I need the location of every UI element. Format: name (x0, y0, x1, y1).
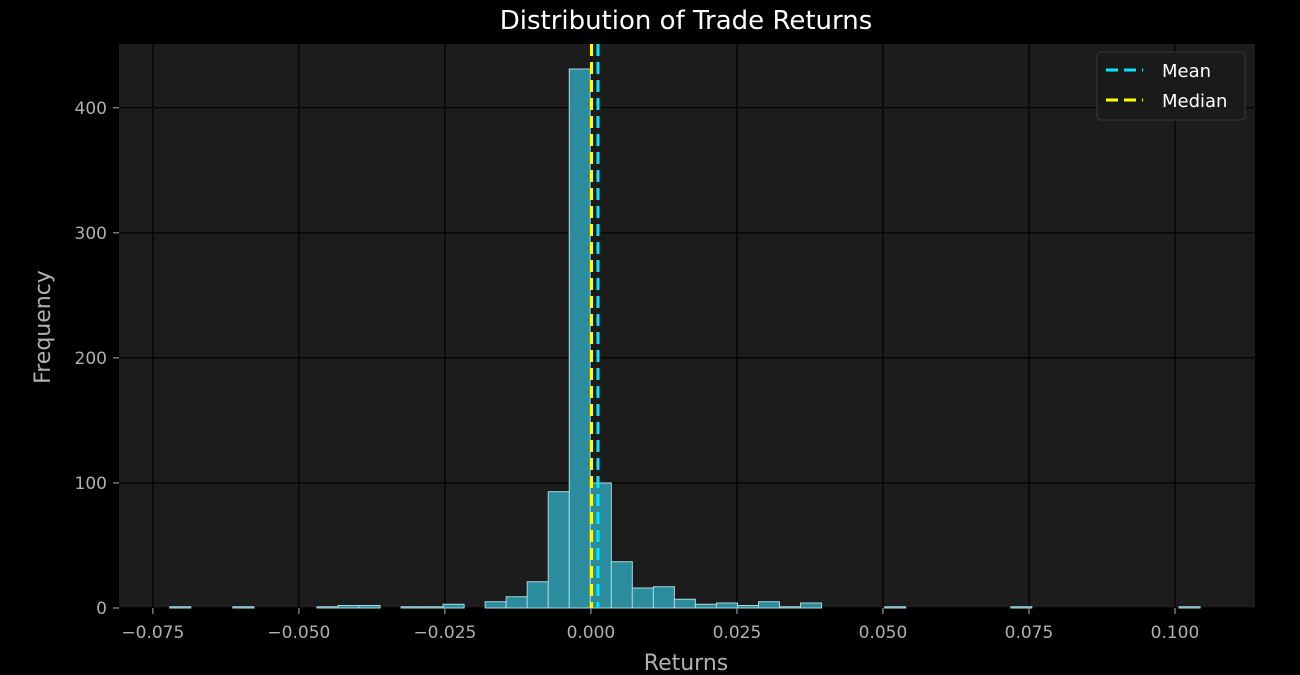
histogram-bar (884, 606, 907, 609)
histogram-bar (757, 601, 781, 609)
histogram-bar (547, 491, 570, 609)
histogram-bar (673, 598, 696, 609)
legend-label-mean: Mean (1162, 61, 1211, 82)
y-tick-label: 200 (75, 349, 107, 369)
y-axis-ticks: 0 100 200 300 400 (75, 99, 119, 619)
x-tick-label: −0.025 (413, 623, 476, 643)
x-tick-label: 0.100 (1151, 623, 1200, 643)
histogram-bar (484, 601, 507, 609)
x-axis-ticks: −0.075 −0.050 −0.025 0.000 0.025 0.050 0.075 0.… (121, 608, 1199, 643)
x-tick-label: −0.075 (121, 623, 184, 643)
histogram-bar (779, 606, 802, 609)
y-tick-label: 0 (96, 599, 107, 619)
reference-lines (590, 44, 600, 608)
histogram-bar (1178, 606, 1201, 609)
histogram-bar (526, 581, 549, 609)
histogram-bar (400, 606, 423, 609)
y-tick-label: 300 (75, 224, 107, 244)
histogram-bar (505, 596, 528, 609)
x-tick-label: 0.025 (713, 623, 762, 643)
histogram-bar (589, 482, 612, 609)
histogram-bar (568, 68, 591, 609)
chart-title: Distribution of Trade Returns (500, 6, 873, 36)
y-tick-label: 100 (75, 474, 107, 494)
histogram-bar (694, 603, 717, 609)
histogram-bar (421, 606, 444, 609)
legend-label-median: Median (1162, 91, 1227, 112)
histogram-bar (316, 606, 339, 609)
x-axis-label: Returns (644, 651, 728, 675)
grid-lines (119, 44, 1255, 609)
histogram-bar (169, 606, 192, 609)
plot-area (119, 44, 1255, 608)
histogram-bar (337, 604, 360, 609)
histogram-bar (232, 606, 255, 609)
histogram-bar (736, 604, 759, 609)
histogram-bar (442, 603, 465, 609)
histogram-bar (800, 602, 823, 609)
histogram-bar (610, 561, 633, 609)
histogram-bar (358, 604, 381, 609)
x-tick-label: 0.000 (567, 623, 616, 643)
x-tick-label: 0.075 (1005, 623, 1054, 643)
histogram-bar (652, 586, 675, 609)
y-tick-label: 400 (75, 99, 107, 119)
x-tick-label: −0.050 (267, 623, 330, 643)
histogram-bar (1010, 606, 1033, 609)
histogram-bar (631, 587, 654, 609)
x-tick-label: 0.050 (859, 623, 908, 643)
histogram-bar (715, 602, 738, 609)
y-axis-label: Frequency (31, 270, 56, 384)
legend: Mean Median (1096, 51, 1246, 121)
